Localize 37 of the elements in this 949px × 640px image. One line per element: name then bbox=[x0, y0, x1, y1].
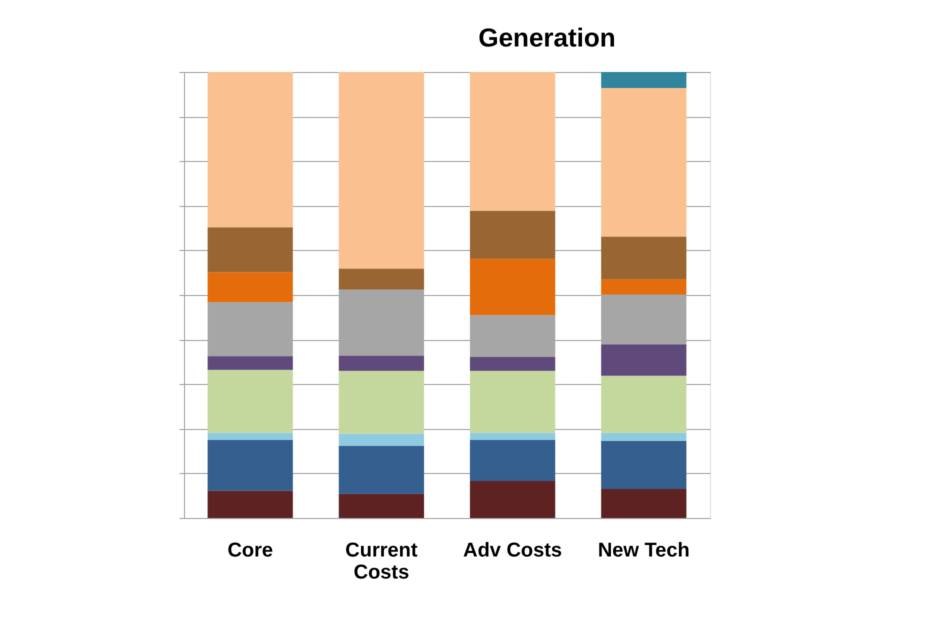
bar bbox=[208, 272, 293, 302]
bar bbox=[208, 72, 293, 228]
bar bbox=[470, 370, 556, 433]
bar bbox=[338, 494, 424, 518]
bar bbox=[601, 344, 686, 376]
bar bbox=[601, 489, 686, 518]
bar bbox=[338, 434, 424, 446]
bar bbox=[208, 440, 293, 491]
bar bbox=[470, 440, 556, 481]
bar bbox=[470, 356, 556, 371]
bar bbox=[601, 432, 686, 441]
x-tick-label: Adv Costs bbox=[463, 540, 562, 562]
chart-title: Generation bbox=[478, 22, 616, 52]
bar bbox=[470, 210, 556, 259]
bar bbox=[601, 376, 686, 433]
bar bbox=[338, 370, 424, 434]
bar bbox=[208, 227, 293, 272]
bar bbox=[601, 72, 686, 88]
bar bbox=[470, 72, 556, 211]
bar bbox=[470, 258, 556, 316]
bar bbox=[601, 236, 686, 280]
bar bbox=[470, 432, 556, 440]
x-tick-label: Core bbox=[227, 540, 274, 562]
bar bbox=[338, 356, 424, 371]
bar bbox=[338, 72, 424, 269]
bar bbox=[208, 356, 293, 370]
x-tick-label: Current Costs bbox=[345, 540, 418, 584]
bar bbox=[601, 279, 686, 295]
bar bbox=[470, 480, 556, 518]
bar bbox=[208, 370, 293, 433]
bar bbox=[208, 490, 293, 518]
bar bbox=[208, 432, 293, 440]
bar bbox=[601, 88, 686, 237]
bar bbox=[601, 440, 686, 490]
bar bbox=[338, 446, 424, 494]
bar bbox=[338, 268, 424, 290]
x-tick-label: New Tech bbox=[598, 540, 690, 562]
